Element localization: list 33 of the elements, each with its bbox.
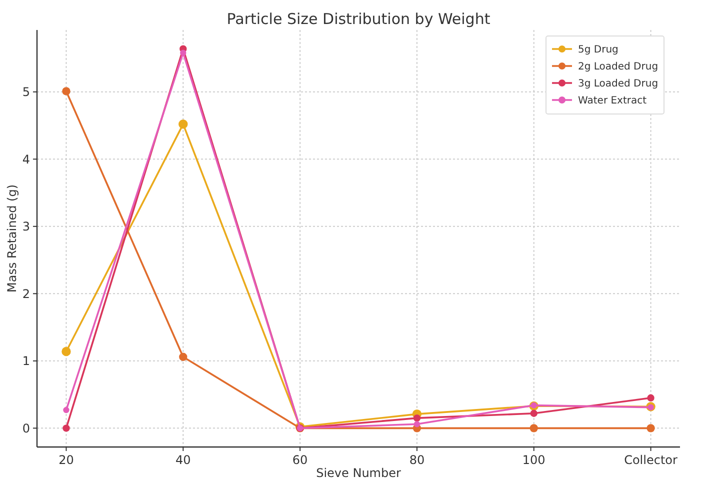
y-tick-label: 0 [22, 421, 30, 436]
x-tick-label: 60 [292, 453, 308, 467]
point [62, 87, 70, 96]
point [413, 414, 421, 422]
y-tick-label: 5 [22, 85, 30, 100]
chart-title: Particle Size Distribution by Weight [226, 10, 490, 28]
y-tick-label: 1 [22, 354, 30, 368]
point [178, 120, 188, 129]
y-tick-label: 3 [22, 220, 30, 234]
point [647, 394, 654, 402]
x-tick-label: 100 [522, 453, 546, 467]
point [646, 424, 655, 432]
point [530, 424, 538, 432]
legend-label: 5g Drug [578, 44, 618, 56]
point [62, 424, 70, 432]
point [63, 406, 70, 414]
point [179, 352, 188, 361]
x-tick-label: 40 [175, 453, 191, 467]
point [530, 402, 537, 408]
point [530, 410, 538, 417]
legend-label: Water Extract [578, 96, 647, 106]
point [414, 421, 420, 428]
x-tick-label: Collector [624, 453, 678, 467]
y-tick-label: 4 [22, 152, 30, 166]
legend-label: 2g Loaded Drug [578, 62, 658, 72]
y-tick-label: 2 [22, 286, 30, 301]
x-axis-title: Sieve Number [316, 466, 401, 480]
x-tick-label: 20 [58, 453, 74, 467]
legend-label: 3g Loaded Drug [578, 78, 658, 90]
point [62, 346, 71, 356]
y-axis-title: Mass Retained (g) [5, 184, 19, 292]
point [180, 50, 186, 56]
x-tick-label: 80 [409, 453, 425, 467]
